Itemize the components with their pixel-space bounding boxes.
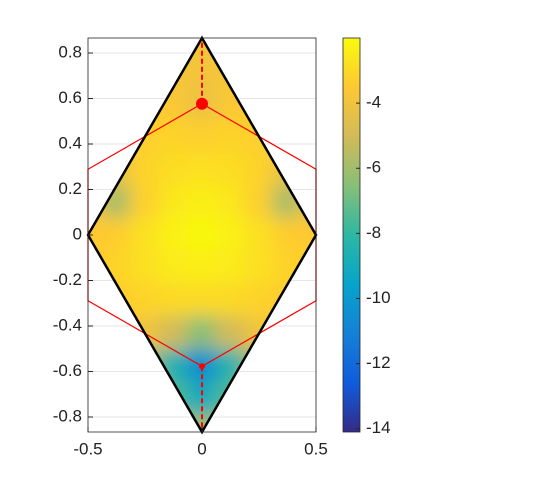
heat-cell (101, 217, 132, 253)
heat-cell (186, 316, 218, 351)
heat-cell (272, 119, 303, 154)
y-tick-label: 0.2 (58, 179, 82, 198)
heat-cell (186, 119, 218, 154)
heat-cell (215, 119, 246, 154)
heat-cell (272, 86, 303, 122)
heat-cell (215, 151, 246, 187)
heat-cell (129, 283, 161, 319)
heat-cell (186, 151, 218, 187)
heat-cell (129, 250, 161, 286)
colorbar-tick-label: -8 (366, 223, 381, 242)
heat-cell (129, 381, 161, 417)
point (199, 363, 205, 370)
x-tick-label: -0.5 (73, 439, 102, 458)
heat-cell (186, 250, 218, 286)
heat-cell (243, 53, 275, 89)
heat-cell (186, 283, 218, 319)
heat-cell (215, 184, 246, 220)
heat-cell (243, 381, 275, 417)
heat-cell (272, 217, 303, 253)
heat-cell (158, 184, 189, 220)
heat-cell (243, 250, 275, 286)
heat-cell (158, 119, 189, 154)
y-tick-label: 0 (73, 224, 82, 243)
heat-cell (272, 348, 303, 384)
heat-cell (101, 316, 132, 351)
heat-cell (101, 86, 132, 122)
heat-cell (272, 316, 303, 351)
colorbar-tick-label: -10 (366, 288, 391, 307)
heat-cell (129, 53, 161, 89)
heat-cell (186, 184, 218, 220)
heat-cell (158, 151, 189, 187)
y-tick-label: -0.4 (53, 315, 82, 334)
heat-cell (101, 53, 132, 89)
heat-cell (215, 217, 246, 253)
heat-cell (101, 119, 132, 154)
heat-cell (129, 151, 161, 187)
x-tick-label: 0.5 (304, 439, 328, 458)
heat-cell (272, 381, 303, 417)
heat-cell (186, 217, 218, 253)
heat-cell (243, 283, 275, 319)
heat-cell (101, 348, 132, 384)
heat-cell (129, 217, 161, 253)
heat-cell (158, 250, 189, 286)
y-tick-label: -0.2 (53, 270, 82, 289)
colorbar-tick-label: -6 (366, 158, 381, 177)
heat-cell (215, 283, 246, 319)
heat-cell (158, 316, 189, 351)
y-tick-label: -0.8 (53, 406, 82, 425)
colorbar (342, 37, 361, 433)
heat-cell (215, 316, 246, 351)
y-tick-label: 0.8 (58, 42, 82, 61)
y-tick-label: 0.4 (58, 133, 82, 152)
heat-cell (158, 283, 189, 319)
heat-cell (243, 217, 275, 253)
heat-cell (272, 53, 303, 89)
x-tick-label: 0 (197, 439, 206, 458)
heat-cell (243, 151, 275, 187)
heat-cell (129, 184, 161, 220)
colorbar-tick-label: -12 (366, 353, 391, 372)
heat-cell (158, 217, 189, 253)
heat-cell (215, 250, 246, 286)
colorbar-tick-label: -4 (366, 93, 381, 112)
heat-cell (101, 381, 132, 417)
y-tick-label: -0.6 (53, 361, 82, 380)
heat-cell (243, 184, 275, 220)
point (196, 97, 208, 110)
y-tick-label: 0.6 (58, 88, 82, 107)
colorbar-tick-label: -14 (366, 418, 391, 437)
